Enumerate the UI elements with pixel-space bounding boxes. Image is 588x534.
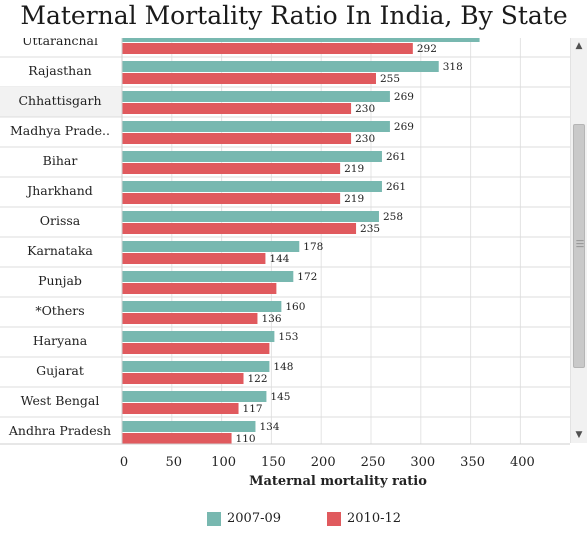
data-label: 144 bbox=[269, 253, 289, 265]
x-tick-label: 100 bbox=[211, 455, 236, 470]
category-label[interactable]: West Bengal bbox=[21, 393, 100, 408]
bar-series-2[interactable] bbox=[122, 103, 352, 114]
category-label[interactable]: Jharkhand bbox=[25, 183, 93, 198]
x-tick-label: 200 bbox=[311, 455, 336, 470]
x-tick-label: 150 bbox=[261, 455, 286, 470]
data-label: 117 bbox=[243, 403, 263, 415]
bar-series-2[interactable] bbox=[122, 133, 352, 144]
bar-series-1[interactable] bbox=[122, 121, 390, 132]
data-label: 269 bbox=[394, 121, 414, 133]
data-label: 235 bbox=[360, 223, 380, 235]
vertical-scrollbar[interactable]: ▲ — — — ▼ bbox=[570, 38, 587, 443]
data-label: 258 bbox=[383, 211, 403, 223]
category-label[interactable]: Bihar bbox=[43, 153, 78, 168]
bar-series-2[interactable] bbox=[122, 433, 232, 444]
bar-series-2[interactable] bbox=[122, 163, 341, 174]
bar-series-1[interactable] bbox=[122, 361, 270, 372]
scrollbar-thumb[interactable]: — — — bbox=[573, 124, 585, 368]
bar-series-1[interactable] bbox=[122, 31, 480, 42]
data-label: 172 bbox=[297, 271, 317, 283]
data-label: 110 bbox=[236, 433, 256, 445]
data-label: 122 bbox=[248, 373, 268, 385]
category-label[interactable]: Gujarat bbox=[36, 363, 84, 378]
legend-label-series-2: 2010-12 bbox=[347, 511, 402, 526]
bar-series-1[interactable] bbox=[122, 391, 267, 402]
grip-icon: — — — bbox=[576, 236, 584, 251]
data-label: 219 bbox=[344, 163, 364, 175]
legend: 2007-09 2010-12 bbox=[0, 511, 588, 529]
data-label: 255 bbox=[380, 73, 400, 85]
data-label: 134 bbox=[259, 421, 279, 433]
bar-series-2[interactable] bbox=[122, 73, 376, 84]
category-label[interactable]: *Others bbox=[35, 303, 84, 318]
category-label[interactable]: Punjab bbox=[38, 273, 82, 288]
category-label[interactable]: Andhra Pradesh bbox=[8, 423, 111, 438]
legend-item-series-2[interactable]: 2010-12 bbox=[327, 511, 401, 526]
bar-series-2[interactable] bbox=[122, 343, 270, 354]
bar-series-1[interactable] bbox=[122, 421, 256, 432]
data-label: 136 bbox=[261, 313, 281, 325]
plot-area: Uttaranchal 292 Rajasthan 318 255 Chhattisgar… bbox=[0, 31, 570, 445]
category-label[interactable]: Orissa bbox=[40, 213, 81, 228]
chart-title: Maternal Mortality Ratio In India, By St… bbox=[20, 1, 568, 30]
category-label[interactable]: Uttaranchal bbox=[22, 33, 98, 48]
data-label: 269 bbox=[394, 91, 414, 103]
scroll-down-icon[interactable]: ▼ bbox=[575, 430, 583, 440]
data-label: 148 bbox=[273, 361, 293, 373]
data-label: 145 bbox=[270, 391, 290, 403]
bar-series-2[interactable] bbox=[122, 193, 341, 204]
bar-series-2[interactable] bbox=[122, 313, 258, 324]
legend-label-series-1: 2007-09 bbox=[227, 511, 282, 526]
category-label[interactable]: Haryana bbox=[33, 333, 88, 348]
x-tick-label: 400 bbox=[510, 455, 535, 470]
legend-item-series-1[interactable]: 2007-09 bbox=[207, 511, 281, 526]
legend-swatch-series-1 bbox=[207, 511, 221, 526]
data-label: 230 bbox=[355, 103, 375, 115]
category-label[interactable]: Chhattisgarh bbox=[18, 93, 101, 108]
data-label: 153 bbox=[278, 331, 298, 343]
data-label: 230 bbox=[355, 133, 375, 145]
data-label: 261 bbox=[386, 151, 406, 163]
category-label[interactable]: Karnataka bbox=[27, 243, 93, 258]
x-tick-label: 50 bbox=[166, 455, 183, 470]
data-label: 160 bbox=[285, 301, 305, 313]
data-label: 219 bbox=[344, 193, 364, 205]
x-axis-title: Maternal mortality ratio bbox=[249, 474, 427, 489]
bar-series-1[interactable] bbox=[122, 211, 379, 222]
bar-series-2[interactable] bbox=[122, 253, 266, 264]
bar-series-2[interactable] bbox=[122, 43, 413, 54]
data-label: 318 bbox=[443, 61, 463, 73]
bar-series-2[interactable] bbox=[122, 223, 357, 234]
bar-series-2[interactable] bbox=[122, 373, 244, 384]
x-tick-label: 300 bbox=[410, 455, 435, 470]
x-tick-label: 350 bbox=[460, 455, 485, 470]
x-tick-label: 0 bbox=[120, 455, 128, 470]
legend-swatch-series-2 bbox=[327, 511, 341, 526]
bar-series-1[interactable] bbox=[122, 61, 439, 72]
bar-series-1[interactable] bbox=[122, 301, 282, 312]
data-label: 178 bbox=[303, 241, 323, 253]
row-highlight bbox=[0, 87, 122, 117]
bar-series-2[interactable] bbox=[122, 283, 277, 294]
bar-series-1[interactable] bbox=[122, 181, 382, 192]
data-label: 261 bbox=[386, 181, 406, 193]
bar-series-1[interactable] bbox=[122, 331, 275, 342]
scroll-up-icon[interactable]: ▲ bbox=[575, 41, 583, 51]
x-tick-label: 250 bbox=[361, 455, 386, 470]
bar-series-1[interactable] bbox=[122, 151, 382, 162]
bar-series-1[interactable] bbox=[122, 271, 294, 282]
bar-series-1[interactable] bbox=[122, 241, 300, 252]
category-label[interactable]: Rajasthan bbox=[28, 63, 91, 78]
bar-series-2[interactable] bbox=[122, 403, 239, 414]
bar-series-1[interactable] bbox=[122, 91, 390, 102]
data-label: 292 bbox=[417, 43, 437, 55]
category-label[interactable]: Madhya Prade.. bbox=[10, 123, 110, 138]
